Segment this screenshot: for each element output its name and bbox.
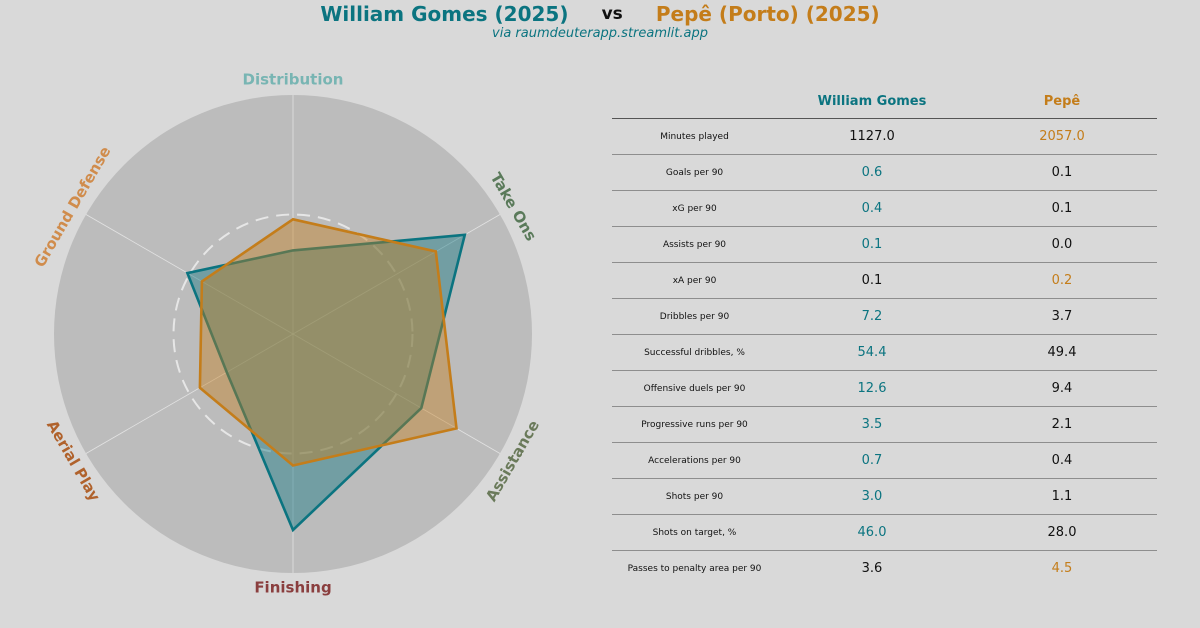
metric-cell: Assists per 90 (612, 226, 777, 263)
metric-cell: xA per 90 (612, 262, 777, 299)
radar-spoke (85, 214, 294, 335)
table-row: Progressive runs per 90 3.5 2.1 (612, 406, 1157, 443)
player1-value-cell: 7.2 (777, 298, 967, 335)
table-row: Shots on target, % 46.0 28.0 (612, 514, 1157, 551)
table-body: Minutes played 1127.0 2057.0 Goals per 90 0.… (612, 118, 1157, 587)
series-2-polygon (198, 217, 458, 467)
player1-value-cell: 0.4 (777, 190, 967, 227)
metric-cell: xG per 90 (612, 190, 777, 227)
player1-value-cell: 46.0 (777, 514, 967, 551)
player1-value-cell: 54.4 (777, 334, 967, 371)
metric-column-header (612, 84, 777, 119)
player2-value-cell: 4.5 (1051, 561, 1073, 576)
reference-ring (172, 213, 414, 455)
axis-label: Finishing (254, 579, 331, 597)
table-header-row: William Gomes Pepê (612, 84, 1157, 119)
table-row: Successful dribbles, % 54.4 49.4 (612, 334, 1157, 371)
metric-cell: Minutes played (612, 118, 777, 155)
subtitle: via raumdeuterapp.streamlit.app (492, 26, 708, 41)
player1-value-cell: 12.6 (777, 370, 967, 407)
table-row: Shots per 90 3.0 1.1 (612, 478, 1157, 515)
player2-value-cell: 49.4 (967, 334, 1157, 371)
player2-value-cell: 1.1 (967, 478, 1157, 515)
table-row: Dribbles per 90 7.2 3.7 (612, 298, 1157, 335)
player1-value-cell: 0.1 (777, 226, 967, 263)
player2-column-header: Pepê (967, 84, 1157, 119)
metric-cell: Offensive duels per 90 (612, 370, 777, 407)
player1-column-header: William Gomes (777, 84, 967, 119)
radar-spoke (85, 333, 294, 454)
player2-value-cell: 9.4 (967, 370, 1157, 407)
table-row: Goals per 90 0.6 0.1 (612, 154, 1157, 191)
metric-cell: Shots per 90 (612, 478, 777, 515)
metric-cell: Successful dribbles, % (612, 334, 777, 371)
player2-value-cell: 0.1 (967, 154, 1157, 191)
radar-spoke (292, 333, 501, 454)
player2-value-cell: 0.4 (967, 442, 1157, 479)
metric-cell: Goals per 90 (612, 154, 777, 191)
table-row: xA per 90 0.1 0.2 (612, 262, 1157, 299)
vs-label: vs (601, 4, 623, 24)
metric-cell: Passes to penalty area per 90 (627, 563, 762, 574)
player2-value-cell: 0.1 (967, 190, 1157, 227)
player1-value-cell: 0.6 (777, 154, 967, 191)
player2-value-cell: 0.0 (967, 226, 1157, 263)
axis-label: Distribution (243, 71, 344, 89)
player1-value-cell: 1127.0 (777, 118, 967, 155)
player1-value-cell: 3.6 (861, 561, 883, 576)
player2-value-cell: 2057.0 (967, 118, 1157, 155)
player2-value-cell: 28.0 (967, 514, 1157, 551)
player2-title: Pepê (Porto) (2025) (655, 2, 880, 26)
player1-value-cell: 3.0 (777, 478, 967, 515)
metric-cell: Accelerations per 90 (612, 442, 777, 479)
table-row: Offensive duels per 90 12.6 9.4 (612, 370, 1157, 407)
player2-value-cell: 0.2 (967, 262, 1157, 299)
page-title: William Gomes (2025) vs Pepê (Porto) (20… (0, 2, 1200, 28)
table-row: Accelerations per 90 0.7 0.4 (612, 442, 1157, 479)
player1-value-cell: 0.7 (777, 442, 967, 479)
series-1-polygon (185, 233, 467, 533)
player2-value-cell: 2.1 (967, 406, 1157, 443)
table-row: Passes to penalty area per 90 3.6 4.5 (612, 551, 1157, 587)
player1-value-cell: 3.5 (777, 406, 967, 443)
comparison-table: William Gomes Pepê Minutes played 1127.0 2… (612, 84, 1157, 586)
metric-cell: Dribbles per 90 (612, 298, 777, 335)
player1-title: William Gomes (2025) (320, 2, 569, 26)
metric-cell: Progressive runs per 90 (612, 406, 777, 443)
player2-value-cell: 3.7 (967, 298, 1157, 335)
table-row: xG per 90 0.4 0.1 (612, 190, 1157, 227)
table-row: Minutes played 1127.0 2057.0 (612, 118, 1157, 155)
metric-cell: Shots on target, % (612, 514, 777, 551)
table-row: Assists per 90 0.1 0.0 (612, 226, 1157, 263)
player1-value-cell: 0.1 (777, 262, 967, 299)
